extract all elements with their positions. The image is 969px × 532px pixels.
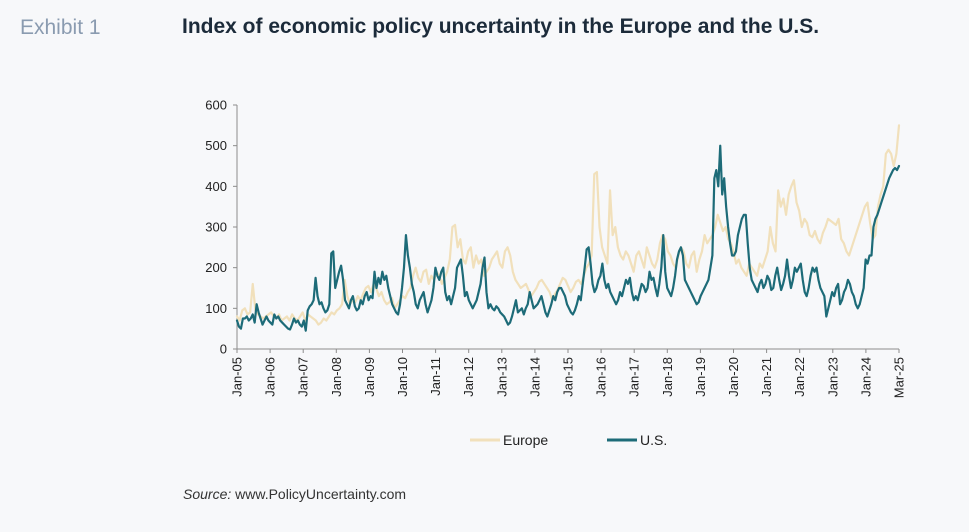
- x-tick-label: Jan-09: [362, 357, 377, 397]
- line-chart: 0 100 200 300 400 500 600 Jan-05 Jan-06 Jan-07 Jan…: [205, 98, 907, 449]
- source-text: www.PolicyUncertainty.com: [231, 486, 407, 502]
- legend-label-u-s: U.S.: [640, 432, 667, 448]
- series-line-u-s: [235, 144, 901, 332]
- x-tick-label: Jan-13: [494, 357, 509, 397]
- x-tick-label: Jan-16: [594, 357, 609, 397]
- x-tick-label: Jan-12: [461, 357, 476, 397]
- x-tick-label: Jan-05: [230, 357, 245, 397]
- source-note: Source: www.PolicyUncertainty.com: [183, 486, 406, 502]
- y-tick-label: 500: [205, 138, 227, 153]
- y-tick-label: 600: [205, 98, 227, 113]
- x-tick-label: Mar-25: [892, 357, 907, 398]
- x-tick-label: Jan-06: [263, 357, 278, 397]
- y-tick-label: 200: [205, 260, 227, 275]
- x-tick-label: Jan-11: [428, 357, 443, 396]
- x-tick-label: Jan-21: [759, 357, 774, 397]
- x-tick-label: Jan-14: [527, 357, 542, 397]
- x-tick-label: Jan-07: [296, 357, 311, 397]
- x-tick-label: Jan-24: [858, 357, 873, 397]
- x-tick-label: Jan-22: [792, 357, 807, 397]
- y-tick-label: 300: [205, 220, 227, 235]
- chart-title: Index of economic policy uncertainty in …: [182, 15, 820, 38]
- y-tick-label: 100: [205, 301, 227, 316]
- x-tick-label: Jan-08: [329, 357, 344, 397]
- x-tick-label: Jan-18: [660, 357, 675, 397]
- legend-label-europe: Europe: [503, 432, 548, 448]
- x-tick-label: Jan-10: [395, 357, 410, 397]
- x-tick-label: Jan-20: [726, 357, 741, 397]
- x-tick-label: Jan-15: [561, 357, 576, 397]
- series-line-europe: [235, 124, 901, 326]
- x-tick-label: Jan-23: [825, 357, 840, 397]
- source-label: Source:: [183, 486, 232, 502]
- exhibit-label: Exhibit 1: [20, 16, 101, 39]
- y-tick-label: 0: [220, 342, 227, 357]
- y-tick-label: 400: [205, 179, 227, 194]
- x-tick-label: Jan-19: [693, 357, 708, 397]
- x-tick-label: Jan-17: [627, 357, 642, 397]
